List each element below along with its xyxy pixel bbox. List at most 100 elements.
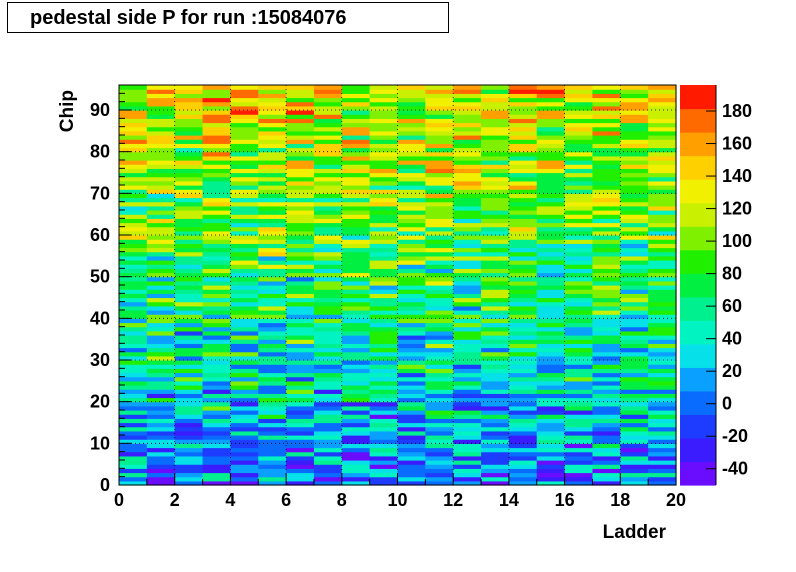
heatmap-cell (341, 364, 371, 369)
heatmap-cell (119, 326, 148, 332)
heatmap-cell (536, 335, 566, 340)
heatmap-cell (230, 180, 259, 186)
heatmap-cell (230, 139, 259, 144)
heatmap-cell (481, 455, 510, 461)
heatmap-cell (592, 218, 621, 224)
heatmap-cell (620, 285, 649, 290)
heatmap-cell (620, 122, 649, 128)
heatmap-cell (453, 268, 482, 274)
color-scale-band (680, 202, 716, 227)
heatmap-cell (146, 110, 176, 115)
heatmap-cell (146, 293, 176, 299)
heatmap-cell (592, 310, 621, 315)
heatmap-cell (258, 197, 287, 203)
heatmap-cell (564, 260, 594, 265)
heatmap-cell (146, 205, 176, 211)
heatmap-cell (119, 476, 148, 482)
heatmap-cell (146, 172, 176, 178)
heatmap-cell (620, 160, 649, 165)
heatmap-cell (286, 314, 315, 319)
heatmap-cell (536, 126, 566, 132)
heatmap-cell (286, 260, 315, 265)
heatmap-cell (564, 122, 594, 128)
heatmap-cell (119, 193, 148, 199)
heatmap-cell (369, 264, 399, 269)
color-scale-band (680, 249, 716, 274)
heatmap-cell (648, 297, 677, 303)
heatmap-cell (592, 472, 621, 478)
heatmap-cell (230, 368, 259, 374)
heatmap-cell (648, 301, 677, 307)
heatmap-cell (536, 301, 566, 307)
heatmap-cell (536, 110, 566, 115)
heatmap-cell (174, 330, 204, 336)
heatmap-cell (397, 435, 426, 440)
heatmap-cell (508, 180, 538, 186)
heatmap-cell (453, 139, 482, 144)
heatmap-cell (369, 472, 399, 478)
heatmap-cell (230, 476, 259, 482)
heatmap-cell (508, 385, 538, 390)
heatmap-cell (313, 347, 343, 353)
heatmap-cell (286, 130, 315, 136)
heatmap-cell (258, 439, 287, 444)
heatmap-cell (508, 176, 538, 182)
heatmap-cell (286, 226, 315, 232)
heatmap-cell (592, 168, 621, 174)
heatmap-cell (369, 193, 399, 199)
heatmap-cell (146, 226, 176, 232)
heatmap-cell (369, 135, 399, 140)
heatmap-cell (258, 164, 287, 169)
heatmap-cell (369, 389, 399, 394)
heatmap-cell (648, 293, 677, 299)
heatmap-cell (341, 401, 371, 407)
heatmap-cell (453, 235, 482, 240)
heatmap-cell (230, 285, 259, 290)
heatmap-cell (286, 418, 315, 424)
heatmap-cell (620, 276, 649, 282)
heatmap-cell (230, 297, 259, 303)
heatmap-cell (648, 201, 677, 207)
heatmap-cell (425, 443, 454, 449)
heatmap-cell (258, 101, 287, 107)
heatmap-cell (536, 472, 566, 478)
heatmap-cell (146, 147, 176, 153)
x-tick-label: 16 (555, 490, 575, 510)
heatmap-cell (648, 264, 677, 269)
heatmap-cell (369, 476, 399, 482)
heatmap-cell (286, 155, 315, 161)
heatmap-cell (481, 143, 510, 149)
heatmap-cell (564, 247, 594, 253)
heatmap-cell (119, 85, 148, 90)
heatmap-cell (564, 251, 594, 257)
heatmap-cell (508, 464, 538, 469)
heatmap-cell (425, 151, 454, 157)
heatmap-cell (286, 93, 315, 99)
heatmap-cell (648, 180, 677, 186)
heatmap-cell (119, 285, 148, 290)
heatmap-cell (508, 389, 538, 394)
heatmap-cell (648, 268, 677, 274)
heatmap-cell (481, 293, 510, 299)
heatmap-cell (425, 172, 454, 178)
heatmap-cell (397, 410, 426, 415)
heatmap-cell (369, 360, 399, 365)
heatmap-cell (174, 251, 204, 257)
heatmap-cell (286, 201, 315, 207)
heatmap-cell (119, 310, 148, 315)
heatmap-cell (453, 114, 482, 119)
heatmap-cell (453, 372, 482, 378)
heatmap-cell (146, 264, 176, 269)
heatmap-cell (313, 364, 343, 369)
heatmap-cell (369, 89, 399, 94)
heatmap-cell (592, 305, 621, 311)
heatmap-cell (425, 218, 454, 224)
heatmap-cell (146, 439, 176, 444)
heatmap-cell (146, 418, 176, 424)
heatmap-cell (341, 414, 371, 419)
heatmap-cell (174, 343, 204, 349)
heatmap-cell (146, 385, 176, 390)
heatmap-cell (564, 364, 594, 369)
heatmap-cell (536, 97, 566, 103)
heatmap-cell (620, 164, 649, 169)
